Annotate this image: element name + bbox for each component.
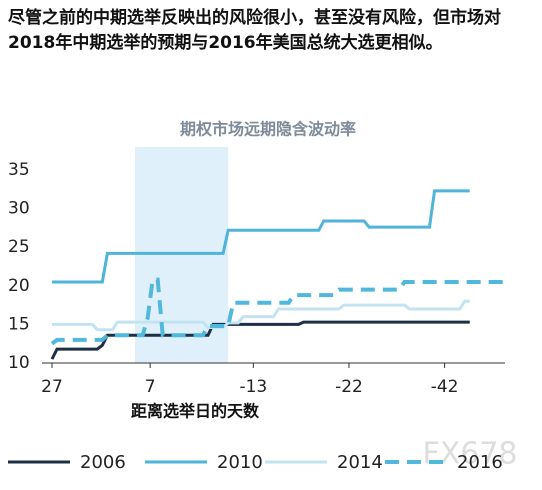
heading: 尽管之前的中期选举反映出的风险很小，甚至没有风险，但市场对2018年中期选举的预… [8, 8, 501, 53]
y-tick-label: 20 [8, 276, 30, 296]
highlight-band [135, 147, 229, 363]
legend-label: 2006 [80, 452, 126, 473]
series-line [50, 320, 470, 360]
legend-label: 2016 [457, 452, 503, 473]
y-tick-label: 35 [8, 160, 30, 180]
x-tick-label: -13 [239, 377, 267, 397]
x-tick-label: -22 [335, 377, 363, 397]
y-tick-label: 30 [8, 199, 30, 219]
y-tick-label: 25 [8, 237, 30, 257]
x-tick-label: 7 [145, 377, 156, 397]
x-axis-label: 距离选举日的天数 [131, 402, 260, 421]
x-tick-label: 27 [41, 377, 63, 397]
y-tick-label: 15 [8, 314, 30, 334]
x-tick-label: -42 [431, 377, 459, 397]
series-line [52, 299, 470, 332]
legend-label: 2010 [217, 452, 263, 473]
chart-title: 期权市场远期隐含波动率 [180, 120, 356, 139]
series-line [52, 189, 470, 284]
watermark: FX678 [422, 437, 517, 472]
y-tick-label: 10 [8, 353, 30, 373]
legend-label: 2014 [337, 452, 383, 473]
